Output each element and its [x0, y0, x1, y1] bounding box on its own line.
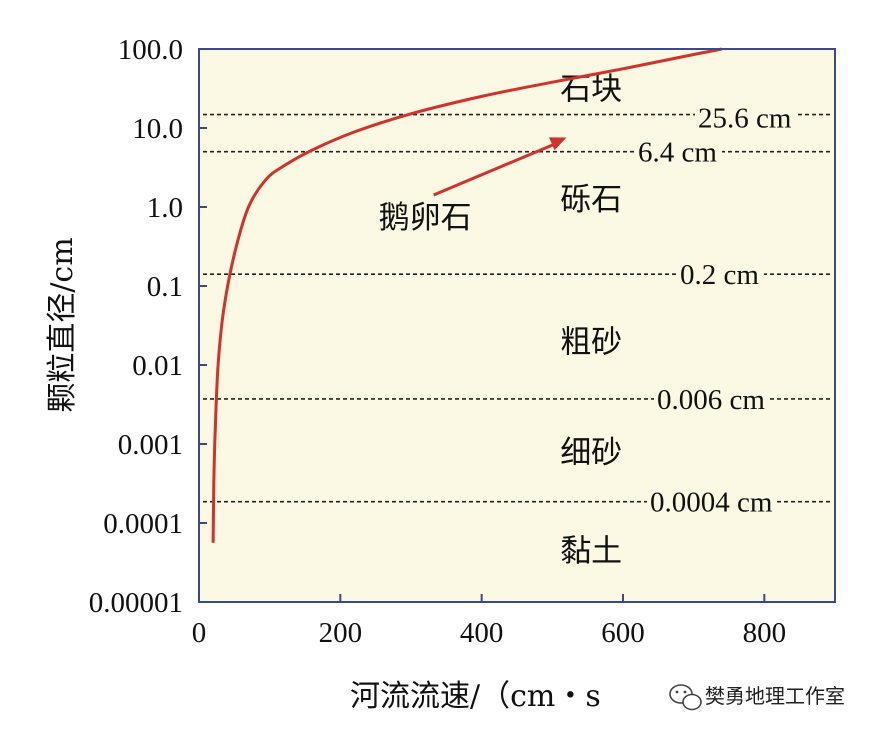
x-tick-label: 0 — [192, 617, 207, 649]
threshold-lines: 25.6 cm6.4 cm 0.2 cm 0.006 cm 0.0004 cm — [203, 103, 833, 519]
x-tick-label: 400 — [460, 617, 504, 649]
threshold-label: 0.2 cm — [680, 259, 759, 291]
x-axis-title: 河流流速/（cm・s — [350, 679, 601, 714]
plot-area — [199, 49, 835, 602]
threshold-label-bg — [647, 497, 775, 506]
annotation-arrow-head — [549, 137, 567, 151]
y-tick-label: 0.01 — [132, 350, 183, 382]
threshold-label: 25.6 cm — [698, 103, 792, 135]
watermark: 樊勇地理工作室 — [669, 684, 845, 711]
y-tick-label: 0.00001 — [89, 587, 183, 619]
x-tick-label: 200 — [319, 617, 363, 649]
threshold-label: 6.4 cm — [638, 137, 717, 169]
velocity-curve — [211, 47, 723, 543]
threshold-label-bg — [677, 270, 764, 279]
threshold-label-bg — [695, 110, 796, 119]
threshold-label: 0.0004 cm — [650, 487, 773, 519]
pebble-annotation: 鹅卵石 — [379, 137, 567, 236]
plot-frame — [198, 48, 836, 603]
region-label: 砾石 — [560, 182, 622, 218]
x-tick-label: 800 — [743, 617, 787, 649]
x-axis-ticks: 0 200 400 600 800 — [192, 594, 786, 649]
watermark-text: 樊勇地理工作室 — [705, 684, 845, 708]
x-tick-label: 600 — [601, 617, 645, 649]
wechat-icon — [669, 684, 702, 711]
y-axis-ticks: 100.0 10.0 1.0 0.1 0.01 0.001 0.0001 0.00001 — [89, 34, 207, 619]
y-tick-label: 0.001 — [118, 429, 183, 461]
y-tick-label: 0.1 — [147, 271, 183, 303]
threshold-label: 0.006 cm — [657, 384, 765, 416]
annotation-label: 鹅卵石 — [379, 200, 472, 236]
y-tick-label: 10.0 — [132, 113, 183, 145]
region-label: 粗砂 — [560, 324, 622, 360]
y-tick-label: 1.0 — [147, 192, 183, 224]
y-axis-title: 颗粒直径/cm — [45, 237, 80, 412]
region-label: 细砂 — [560, 435, 622, 471]
y-tick-label: 0.0001 — [103, 508, 183, 540]
region-label: 黏土 — [560, 534, 622, 570]
annotation-arrow-line — [433, 141, 560, 197]
threshold-label-bg — [635, 147, 722, 156]
threshold-label-bg — [654, 394, 768, 403]
y-tick-label: 100.0 — [118, 34, 183, 66]
region-label: 石块 — [560, 72, 622, 108]
